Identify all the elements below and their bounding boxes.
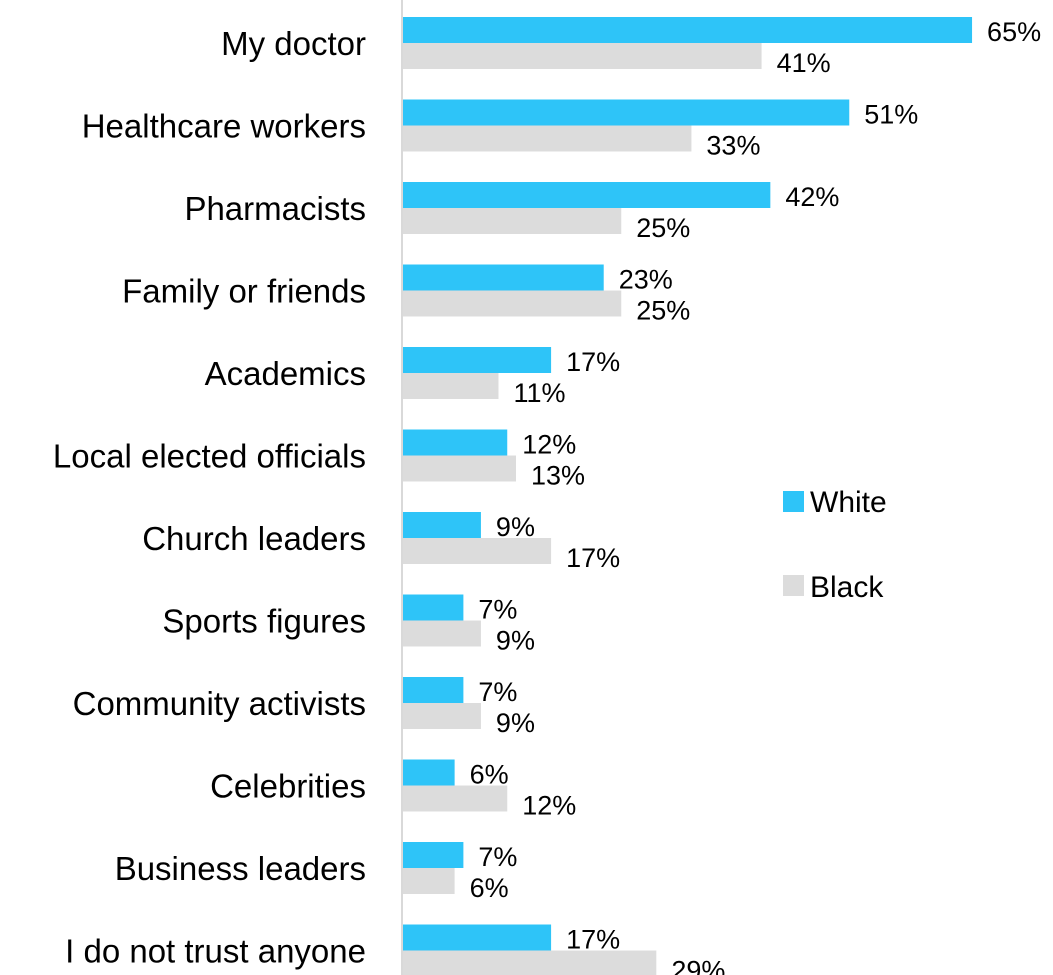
value-label-black-community-activists: 9% — [496, 708, 535, 738]
bar-white-family-or-friends — [402, 264, 604, 291]
category-labels-group: My doctor Healthcare workers Pharmacists Fa… — [53, 25, 366, 970]
bar-black-healthcare-workers — [402, 125, 692, 152]
legend-swatch-black — [783, 575, 804, 596]
bar-white-i-do-not-trust-anyone — [402, 924, 552, 951]
bar-black-celebrities — [402, 785, 508, 812]
bar-black-my-doctor — [402, 43, 762, 69]
value-label-black-family-or-friends: 25% — [636, 296, 690, 326]
category-label-local-elected-officials: Local elected officials — [53, 438, 366, 475]
bar-white-community-activists — [402, 677, 464, 703]
value-label-white-church-leaders: 9% — [496, 512, 535, 542]
value-label-black-business-leaders: 6% — [470, 873, 509, 903]
value-label-white-local-elected-officials: 12% — [522, 430, 576, 460]
bar-black-business-leaders — [402, 868, 455, 894]
bar-black-community-activists — [402, 703, 481, 729]
category-label-academics: Academics — [205, 355, 366, 392]
bar-black-sports-figures — [402, 620, 481, 647]
value-label-white-healthcare-workers: 51% — [864, 100, 918, 130]
category-label-church-leaders: Church leaders — [142, 520, 366, 557]
bar-white-church-leaders — [402, 512, 481, 538]
legend-swatch-white — [783, 491, 804, 512]
bar-white-academics — [402, 347, 552, 373]
bar-white-pharmacists — [402, 182, 771, 208]
value-label-black-celebrities: 12% — [522, 791, 576, 821]
category-label-pharmacists: Pharmacists — [184, 190, 366, 227]
value-label-black-church-leaders: 17% — [566, 543, 620, 573]
bar-black-local-elected-officials — [402, 455, 517, 482]
category-label-my-doctor: My doctor — [221, 25, 366, 62]
value-label-black-sports-figures: 9% — [496, 626, 535, 656]
category-label-sports-figures: Sports figures — [162, 603, 366, 640]
category-label-healthcare-workers: Healthcare workers — [82, 108, 366, 145]
bar-white-local-elected-officials — [402, 429, 508, 456]
bars-group — [402, 17, 973, 975]
bar-black-academics — [402, 373, 499, 399]
bar-black-family-or-friends — [402, 290, 622, 317]
value-label-white-family-or-friends: 23% — [619, 265, 673, 295]
bar-white-healthcare-workers — [402, 99, 850, 126]
category-label-i-do-not-trust-anyone: I do not trust anyone — [65, 933, 366, 970]
value-label-black-my-doctor: 41% — [777, 48, 831, 78]
bar-black-pharmacists — [402, 208, 622, 234]
value-label-black-academics: 11% — [513, 378, 565, 408]
bar-white-my-doctor — [402, 17, 973, 43]
value-label-white-business-leaders: 7% — [478, 842, 517, 872]
value-label-white-pharmacists: 42% — [785, 182, 839, 212]
bar-black-i-do-not-trust-anyone — [402, 950, 657, 975]
legend-label-black: Black — [810, 571, 884, 604]
value-label-white-academics: 17% — [566, 347, 620, 377]
value-label-black-healthcare-workers: 33% — [706, 131, 760, 161]
category-label-community-activists: Community activists — [73, 685, 366, 722]
value-label-white-community-activists: 7% — [478, 677, 517, 707]
bar-white-business-leaders — [402, 842, 464, 868]
value-labels-group: 65%41%51%33%42%25%23%25%17%11%12%13%9%17… — [470, 17, 1041, 975]
value-label-black-pharmacists: 25% — [636, 213, 690, 243]
legend: White Black — [783, 486, 887, 604]
legend-label-white: White — [810, 486, 887, 519]
value-label-white-celebrities: 6% — [470, 760, 509, 790]
bar-white-sports-figures — [402, 594, 464, 621]
category-label-family-or-friends: Family or friends — [122, 273, 366, 310]
value-label-white-i-do-not-trust-anyone: 17% — [566, 925, 620, 955]
value-label-black-i-do-not-trust-anyone: 29% — [671, 956, 725, 975]
value-label-white-my-doctor: 65% — [987, 17, 1041, 47]
value-label-white-sports-figures: 7% — [478, 595, 517, 625]
value-label-black-local-elected-officials: 13% — [531, 461, 585, 491]
bar-white-celebrities — [402, 759, 455, 786]
category-label-business-leaders: Business leaders — [115, 850, 366, 887]
category-label-celebrities: Celebrities — [210, 768, 366, 805]
bar-black-church-leaders — [402, 538, 552, 564]
